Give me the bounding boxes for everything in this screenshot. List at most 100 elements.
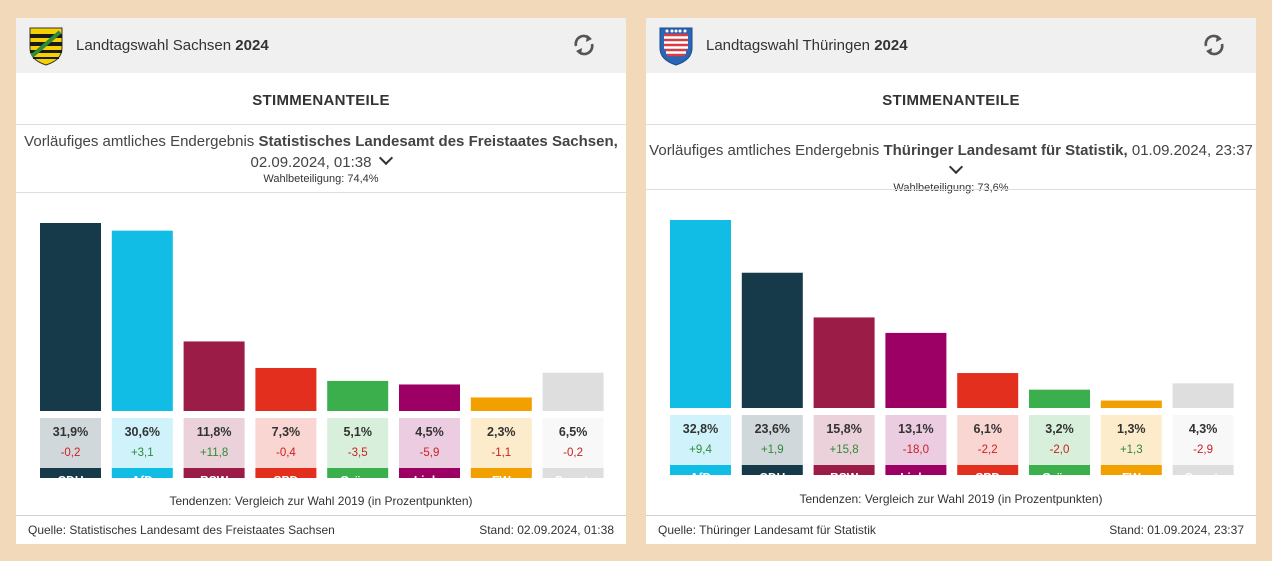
party-label: Linke (414, 474, 446, 479)
coat-of-arms-thueringen-icon (659, 27, 693, 66)
value-label: 6,5% (559, 425, 588, 439)
change-label: -2,0 (1050, 444, 1070, 456)
party-label-box (327, 468, 389, 478)
footer: Quelle: Statistisches Landesamt des Frei… (16, 515, 626, 544)
party-label: AfD (690, 471, 712, 476)
value-box (255, 418, 317, 468)
party-label-box (1100, 465, 1162, 475)
party-label-box (40, 468, 101, 478)
panel-title: Landtagswahl Sachsen 2024 (76, 37, 269, 54)
party-label-box (470, 468, 532, 478)
party-label-box (255, 468, 317, 478)
change-label: -3,5 (348, 447, 368, 459)
change-label: -18,0 (903, 444, 929, 456)
chevron-down-icon[interactable] (379, 150, 394, 166)
bar-grüne (1029, 389, 1090, 408)
vote-share-chart: 31,9% -0,2 CDU 30,6% +3,1 AfD 11,8% +11,8 BSW 7,3… (40, 223, 604, 479)
bar-spd (957, 373, 1019, 408)
party-label: SPD (975, 471, 1000, 476)
value-label: 2,3% (487, 425, 516, 439)
value-box (1100, 415, 1162, 465)
change-label: +9,4 (689, 444, 712, 456)
divider (16, 192, 626, 193)
party-label: Grüne (1042, 471, 1078, 476)
value-label: 23,6% (755, 422, 790, 436)
value-label: 4,5% (415, 425, 444, 439)
footer-stand: Stand: 02.09.2024, 01:38 (479, 523, 614, 537)
bar-cdu (40, 223, 101, 411)
value-label: 32,8% (683, 422, 718, 436)
turnout: Wahlbeteiligung: 74,4% (263, 173, 379, 185)
section-title: STIMMENANTEILE (252, 92, 390, 109)
change-label: +15,8 (830, 444, 859, 456)
vote-share-chart: 32,8% +9,4 AfD 23,6% +1,9 CDU 15,8% +15,8 BSW 13,… (670, 220, 1234, 476)
panel-header: Landtagswahl Thüringen 2024 (646, 18, 1256, 73)
party-label-box (670, 465, 731, 475)
bar-bsw (183, 341, 245, 411)
party-label-box (183, 468, 245, 478)
value-label: 6,1% (973, 422, 1002, 436)
election-panel-thueringen: Landtagswahl Thüringen 2024 STIMMENANTEI… (646, 18, 1256, 544)
party-label: BSW (200, 474, 229, 479)
change-label: -1,1 (491, 447, 511, 459)
change-label: -2,9 (1193, 444, 1213, 456)
value-label: 30,6% (125, 425, 160, 439)
value-box (183, 418, 245, 468)
section-title: STIMMENANTEILE (882, 92, 1020, 109)
value-box (885, 415, 947, 465)
divider (646, 124, 1256, 125)
party-label: Grüne (340, 474, 376, 479)
value-label: 1,3% (1117, 422, 1146, 436)
bar-fw (470, 397, 532, 411)
party-label: CDU (58, 474, 84, 479)
change-label: +3,1 (131, 447, 154, 459)
tendency-note: Tendenzen: Vergleich zur Wahl 2019 (in P… (169, 494, 473, 508)
value-box (470, 418, 532, 468)
value-box (399, 418, 460, 468)
value-label: 31,9% (53, 425, 88, 439)
change-label: -2,2 (978, 444, 998, 456)
election-panel-sachsen: Landtagswahl Sachsen 2024 STIMMENANTEILE… (16, 18, 626, 544)
value-box (40, 418, 101, 468)
value-label: 5,1% (343, 425, 372, 439)
bar-grüne (327, 380, 389, 411)
bar-sonst (1172, 383, 1234, 408)
party-label: SPD (274, 474, 299, 479)
value-box (741, 415, 803, 465)
result-source-line: Vorläufiges amtliches Endergebnis Thürin… (646, 140, 1256, 182)
change-label: +1,9 (761, 444, 784, 456)
bar-afd (111, 230, 173, 411)
value-box (670, 415, 731, 465)
footer: Quelle: Thüringer Landesamt für Statisti… (646, 515, 1256, 544)
bar-fw (1100, 400, 1162, 408)
panel-header: Landtagswahl Sachsen 2024 (16, 18, 626, 73)
chevron-down-icon[interactable] (948, 159, 964, 175)
party-label: CDU (759, 471, 785, 476)
bar-afd (670, 220, 731, 408)
bar-cdu (741, 272, 803, 408)
value-label: 13,1% (898, 422, 933, 436)
coat-of-arms-sachsen-icon (29, 27, 63, 66)
change-label: +11,8 (200, 447, 228, 459)
change-label: +1,3 (1120, 444, 1143, 456)
value-box (327, 418, 389, 468)
divider (646, 189, 1256, 190)
party-label-box (741, 465, 803, 475)
value-box (542, 418, 604, 468)
result-info: Vorläufiges amtliches Endergebnis Statis… (16, 131, 626, 185)
party-label: FW (492, 474, 511, 479)
value-label: 11,8% (197, 425, 232, 439)
footer-source: Quelle: Thüringer Landesamt für Statisti… (658, 523, 876, 537)
party-label-box (542, 468, 604, 478)
result-time-line: 02.09.2024, 01:38 (16, 150, 626, 173)
party-label-box (813, 465, 875, 475)
bar-linke (885, 332, 947, 408)
value-box (1029, 415, 1090, 465)
reload-icon[interactable] (1200, 31, 1228, 59)
change-label: -0,4 (276, 447, 296, 459)
change-label: -0,2 (61, 447, 81, 459)
reload-icon[interactable] (570, 31, 598, 59)
bar-sonst (542, 372, 604, 411)
party-label: FW (1122, 471, 1141, 476)
bar-linke (399, 384, 460, 411)
